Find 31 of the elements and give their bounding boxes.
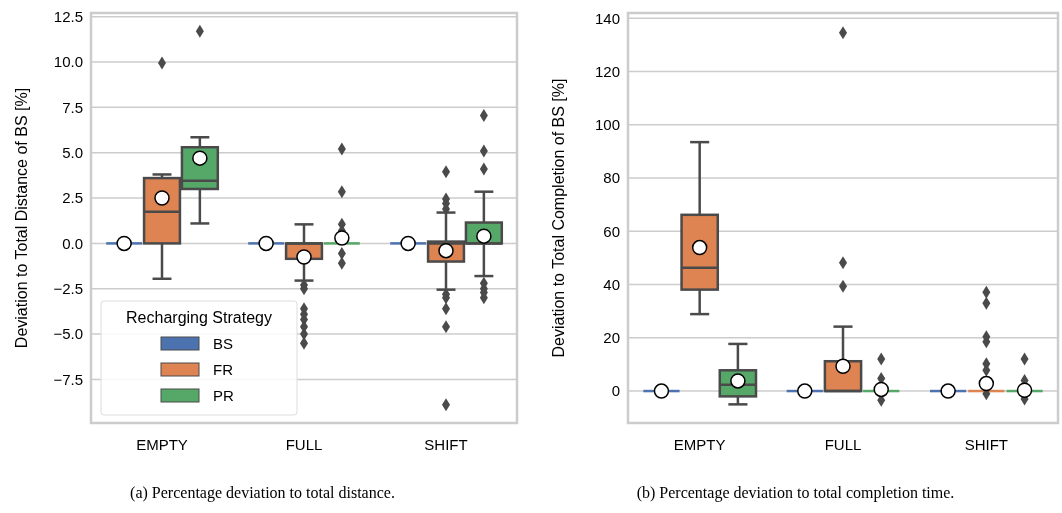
y-tick-label: 10.0 bbox=[53, 53, 83, 71]
y-tick-label: 0 bbox=[611, 382, 620, 400]
y-tick-label: 60 bbox=[603, 222, 620, 240]
legend-label: FR bbox=[213, 361, 234, 379]
x-tick-label: EMPTY bbox=[673, 436, 726, 453]
x-tick-label: SHIFT bbox=[964, 436, 1009, 453]
legend-label: PR bbox=[213, 387, 234, 405]
legend-label: BS bbox=[213, 335, 234, 353]
y-tick-label: 12.5 bbox=[53, 7, 83, 25]
y-tick-label: 5.0 bbox=[62, 143, 83, 161]
y-tick-label: 100 bbox=[594, 116, 620, 134]
y-tick-label: 140 bbox=[594, 9, 620, 27]
y-tick-label: 2.5 bbox=[62, 189, 83, 207]
x-tick-label: SHIFT bbox=[424, 436, 468, 453]
y-axis-title: Deviation to Total Completion of BS [%] bbox=[550, 78, 567, 358]
x-tick-label: EMPTY bbox=[136, 436, 188, 453]
text: (b) Percentage deviation to total completion time. bbox=[636, 484, 955, 502]
y-tick-label: 0.0 bbox=[62, 234, 83, 252]
y-tick-label: 20 bbox=[603, 329, 620, 347]
y-tick-label: 40 bbox=[603, 275, 620, 293]
x-tick-label: FULL bbox=[285, 436, 323, 453]
y-tick-label: −7.5 bbox=[53, 370, 83, 388]
y-tick-label: 7.5 bbox=[62, 98, 83, 116]
text: (a) Percentage deviation to total distance. bbox=[130, 484, 395, 502]
y-axis-title: Deviation to Total Distance of BS [%] bbox=[13, 87, 30, 349]
y-tick-label: 80 bbox=[603, 169, 620, 187]
y-tick-label: −5.0 bbox=[53, 325, 83, 343]
x-tick-label: FULL bbox=[824, 436, 862, 453]
legend-title: Recharging Strategy bbox=[126, 309, 272, 326]
y-tick-label: −2.5 bbox=[53, 280, 83, 297]
y-tick-label: 120 bbox=[594, 62, 620, 80]
